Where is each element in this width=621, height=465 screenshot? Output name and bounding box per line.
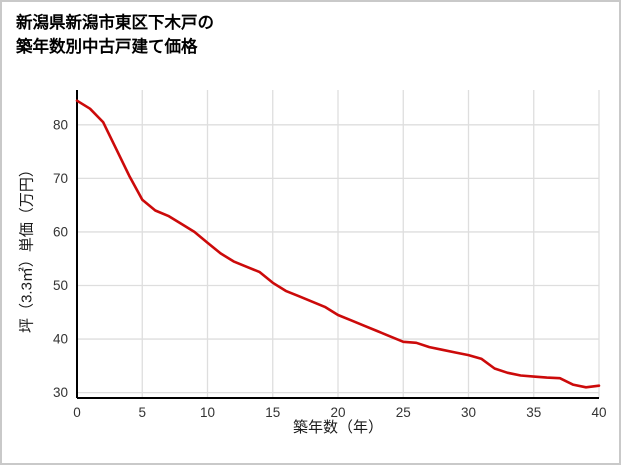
- y-tick-label: 40: [53, 332, 68, 347]
- x-tick-label: 10: [200, 405, 215, 420]
- chart-title: 新潟県新潟市東区下木戸の 築年数別中古戸建て価格: [16, 12, 214, 60]
- x-tick-label: 15: [265, 405, 280, 420]
- x-tick-label: 25: [396, 405, 411, 420]
- chart-title-line1: 新潟県新潟市東区下木戸の: [16, 14, 214, 32]
- y-tick-label: 50: [53, 278, 68, 293]
- x-tick-label: 30: [461, 405, 476, 420]
- price-line-series: [75, 99, 601, 389]
- x-tick-label: 35: [526, 405, 541, 420]
- y-tick-label: 80: [53, 117, 68, 132]
- y-axis-label: 坪（3.3㎡）単価（万円）: [18, 162, 36, 333]
- x-tick-label: 40: [591, 405, 606, 420]
- x-tick-label: 0: [73, 405, 81, 420]
- x-tick-label: 5: [138, 405, 146, 420]
- chart-title-line2: 築年数別中古戸建て価格: [16, 37, 198, 56]
- x-axis-label: 築年数（年）: [292, 419, 383, 436]
- y-tick-label: 60: [53, 224, 68, 239]
- x-tick-label: 20: [330, 405, 345, 420]
- y-tick-label: 30: [53, 385, 68, 400]
- y-tick-label: 70: [53, 171, 68, 186]
